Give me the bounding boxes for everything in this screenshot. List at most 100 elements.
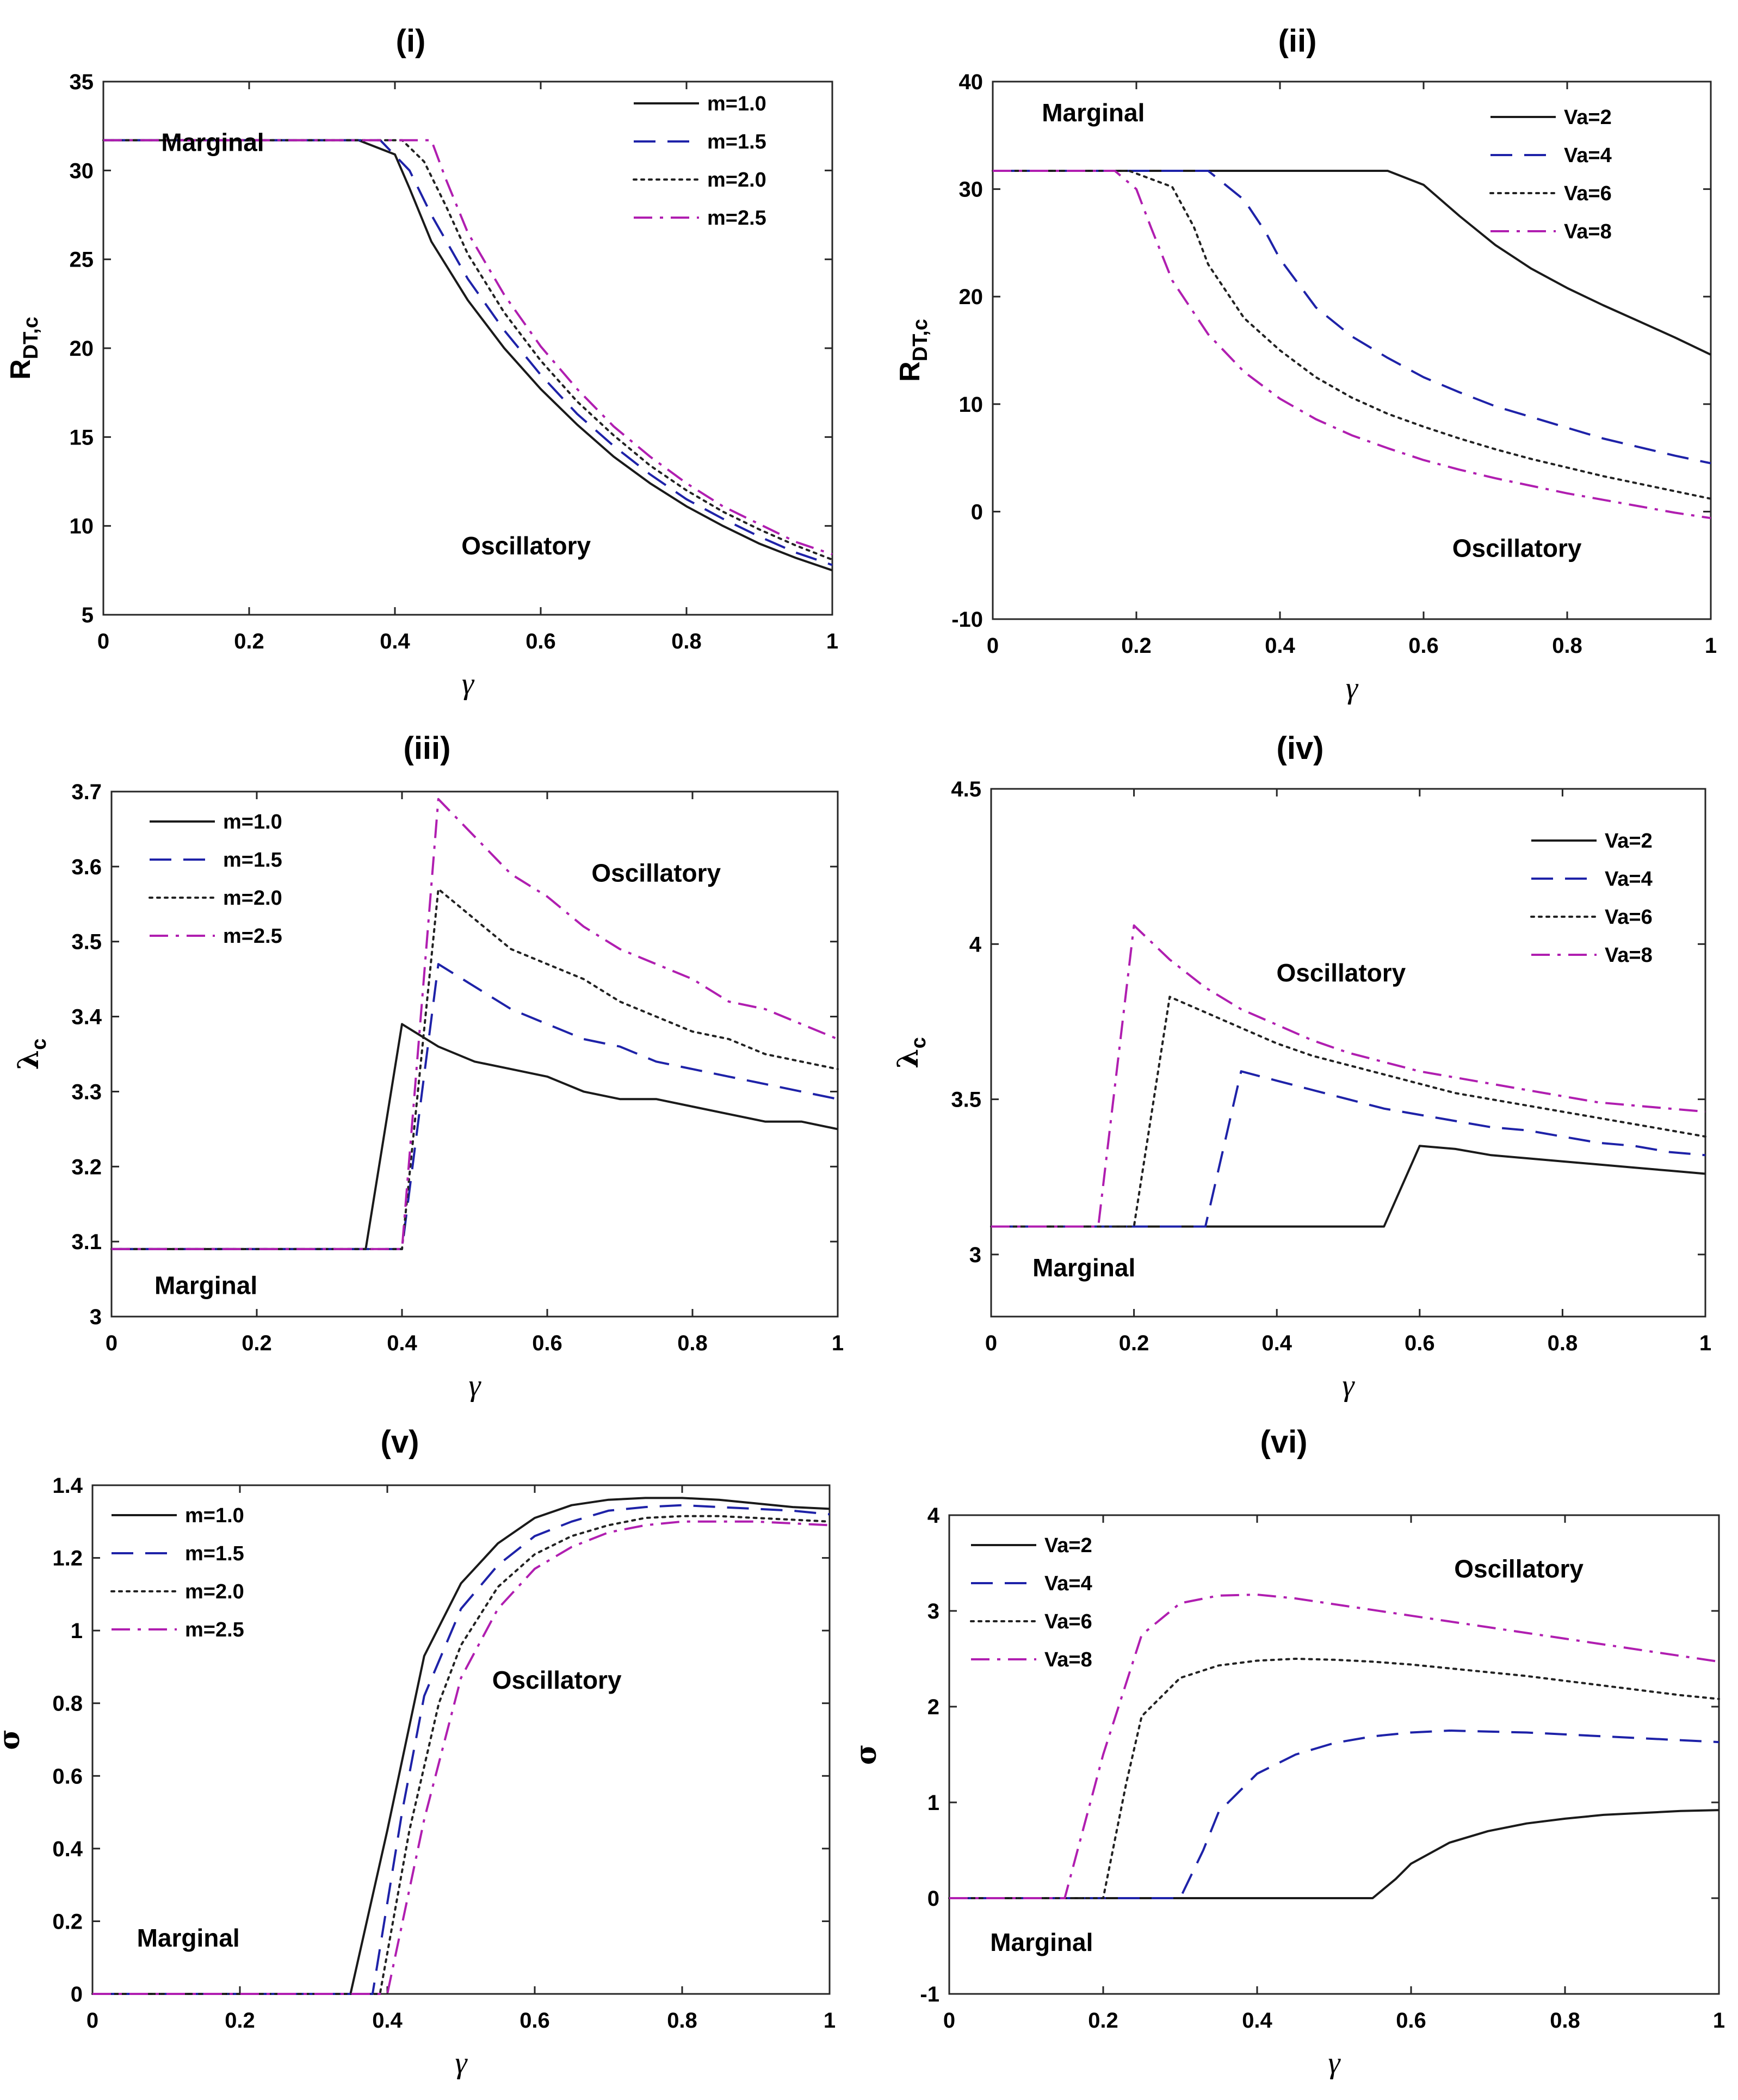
y-tick-label: 3.4 [71,1005,102,1029]
series-line-Va=2 [991,1145,1706,1228]
y-tick-label: 1.4 [52,1474,83,1498]
x-tick-label: 0.2 [1088,2009,1118,2033]
y-axis-label: RDT,c [5,317,42,380]
series-line-m=1.5 [112,963,838,1250]
legend-entry-label: Va=6 [1044,1610,1092,1633]
series-line-m=2.0 [110,888,839,1250]
series-line-m=2.0 [102,139,833,561]
region-annotation: Marginal [990,1928,1093,1956]
legend-entry-label: m=2.0 [707,169,766,192]
x-tick-label: 0.8 [1550,2009,1580,2033]
series-line-m=2.5 [92,1520,830,1995]
legend-entry-label: m=1.0 [223,811,282,833]
series-line-m=1.0 [112,1023,838,1250]
series-line-m=1.0 [92,1497,830,1995]
y-tick-label: 0 [927,1887,939,1911]
legend-entry-label: m=2.5 [223,925,282,948]
y-tick-label: 2 [927,1695,939,1719]
region-annotation: Oscillatory [1452,534,1582,562]
x-tick-label: 0.4 [1265,634,1295,658]
series-line-Va=4 [993,170,1711,465]
x-axis-label: γ [1342,1369,1355,1403]
panel-title: (v) [381,1424,419,1460]
legend-entry-label: Va=4 [1605,868,1653,891]
x-tick-label: 1 [1713,2009,1725,2033]
legend-entry-label: Va=8 [1605,944,1653,967]
y-tick-label: 3.2 [71,1155,102,1179]
legend-entry-label: Va=6 [1564,182,1612,205]
y-tick-label: 15 [70,425,94,449]
chart-panel-1: (i)0 0.2 0.4 0.6 0.8 15101520253035γRDT,cMarg… [5,23,838,701]
panel-title: (vi) [1260,1424,1308,1460]
series-line-Va=2 [993,170,1711,356]
x-tick-label: 0.2 [225,2009,255,2033]
x-tick-label: 0.8 [667,2009,697,2033]
chart-panel-2: (ii)0 0.2 0.4 0.6 0.8 1-10010203040γRDT,cMarg… [894,23,1717,705]
region-annotation: Marginal [1042,98,1145,127]
y-axis-label: σ [0,1729,26,1750]
region-annotation: Oscillatory [1454,1554,1584,1583]
x-tick-label: 1 [832,1331,844,1355]
x-tick-label: 1 [826,629,838,653]
y-tick-label: -10 [951,608,983,632]
panel-title: (iii) [404,731,451,766]
series-line-Va=6 [990,996,1706,1228]
y-tick-label: 10 [70,515,94,539]
series-line-m=2.5 [103,139,833,555]
x-tick-label: 0.2 [1119,1331,1149,1355]
y-tick-label: 0 [971,500,983,524]
chart-panel-4: (iv) 0 0.2 0.4 0.6 0.8 1 3 3.5 4 4.5 γ λc Marginal Osc… [892,731,1711,1403]
series-line-m=1.0 [103,139,833,572]
series-line-m=2.0 [91,1515,831,1995]
x-tick-label: 0.8 [677,1331,708,1355]
legend-entry-label: m=1.0 [707,92,766,115]
x-tick-label: 0 [987,634,999,658]
y-tick-label: 3.3 [71,1080,102,1104]
x-axis-label: γ [1328,2046,1341,2080]
legend-entry-label: m=1.5 [185,1542,244,1565]
y-tick-label: 3.1 [71,1230,102,1254]
chart-panel-3: (iii) 0 0.2 0.4 0.6 0.8 1 3 3.1 3.2 3.3 3.4 3.5 3.6 3.… [12,731,844,1403]
x-axis-label: γ [462,667,475,701]
y-tick-label: 30 [70,159,94,183]
legend-entry-label: m=1.5 [223,849,282,872]
series-line-m=1.5 [103,139,833,566]
y-tick-label: 0 [71,1982,83,2006]
x-tick-label: 0.4 [372,2009,403,2033]
x-tick-label: 0.2 [242,1331,272,1355]
x-tick-label: 0.2 [234,629,264,653]
y-tick-label: 3.7 [71,780,102,804]
series-line-Va=6 [992,170,1712,500]
legend-entry-label: Va=6 [1605,906,1653,929]
x-tick-label: 1 [1705,634,1717,658]
legend-entry-label: m=2.5 [707,207,766,230]
panel-title: (iv) [1277,731,1324,766]
legend-entry-label: m=2.0 [223,887,282,910]
y-tick-label: 0.6 [52,1764,83,1788]
axes-frame [992,81,1712,620]
legend-entry-label: Va=2 [1564,106,1612,129]
series-line-Va=8 [949,1593,1720,1899]
region-annotation: Oscillatory [492,1666,622,1694]
x-tick-label: 0.6 [1396,2009,1426,2033]
y-tick-label: -1 [920,1982,939,2006]
legend-entry-label: Va=8 [1044,1648,1092,1671]
y-tick-label: 4.5 [951,777,981,801]
panel-title: (i) [396,23,426,59]
x-tick-label: 0.4 [380,629,410,653]
x-tick-label: 0 [943,2009,955,2033]
region-annotation: Oscillatory [461,532,591,560]
y-axis-label: λc [12,1039,51,1070]
y-tick-label: 35 [70,70,94,94]
legend-entry-label: Va=2 [1605,830,1653,853]
series-line-Va=8 [991,924,1706,1228]
y-tick-label: 0.4 [52,1837,83,1861]
x-tick-label: 0.6 [519,2009,550,2033]
y-tick-label: 10 [959,393,984,417]
legend-entry-label: Va=4 [1044,1572,1092,1595]
panel-title: (ii) [1278,23,1317,59]
x-tick-label: 0.8 [1552,634,1582,658]
x-tick-label: 0.8 [671,629,702,653]
y-tick-label: 0.2 [52,1910,83,1934]
